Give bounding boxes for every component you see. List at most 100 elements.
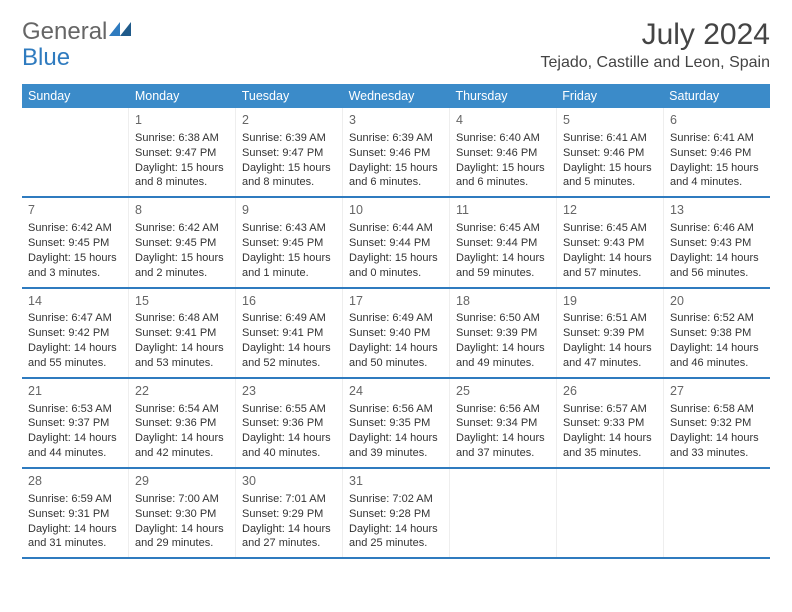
sunset-text: Sunset: 9:45 PM (135, 236, 229, 251)
daylight-text: Daylight: 15 hours and 8 minutes. (242, 161, 336, 191)
day-cell: 9Sunrise: 6:43 AMSunset: 9:45 PMDaylight… (236, 198, 343, 286)
day-number: 24 (349, 383, 443, 400)
sunset-text: Sunset: 9:37 PM (28, 416, 122, 431)
sunrise-text: Sunrise: 6:45 AM (456, 221, 550, 236)
day-cell: 18Sunrise: 6:50 AMSunset: 9:39 PMDayligh… (450, 289, 557, 377)
sunset-text: Sunset: 9:46 PM (349, 146, 443, 161)
sunrise-text: Sunrise: 6:47 AM (28, 311, 122, 326)
sunset-text: Sunset: 9:38 PM (670, 326, 764, 341)
sunrise-text: Sunrise: 6:58 AM (670, 402, 764, 417)
daylight-text: Daylight: 14 hours and 29 minutes. (135, 522, 229, 552)
day-number: 7 (28, 202, 122, 219)
month-title: July 2024 (541, 18, 771, 52)
sunrise-text: Sunrise: 6:42 AM (135, 221, 229, 236)
day-header-cell: Friday (556, 84, 663, 108)
sunrise-text: Sunrise: 6:41 AM (563, 131, 657, 146)
day-cell: 22Sunrise: 6:54 AMSunset: 9:36 PMDayligh… (129, 379, 236, 467)
sunset-text: Sunset: 9:44 PM (349, 236, 443, 251)
sunrise-text: Sunrise: 6:55 AM (242, 402, 336, 417)
daylight-text: Daylight: 14 hours and 53 minutes. (135, 341, 229, 371)
sunrise-text: Sunrise: 6:53 AM (28, 402, 122, 417)
daylight-text: Daylight: 15 hours and 3 minutes. (28, 251, 122, 281)
sunset-text: Sunset: 9:34 PM (456, 416, 550, 431)
sunset-text: Sunset: 9:40 PM (349, 326, 443, 341)
daylight-text: Daylight: 14 hours and 46 minutes. (670, 341, 764, 371)
day-cell: 5Sunrise: 6:41 AMSunset: 9:46 PMDaylight… (557, 108, 664, 196)
day-cell: 12Sunrise: 6:45 AMSunset: 9:43 PMDayligh… (557, 198, 664, 286)
day-number: 1 (135, 112, 229, 129)
day-cell: 20Sunrise: 6:52 AMSunset: 9:38 PMDayligh… (664, 289, 770, 377)
day-cell (557, 469, 664, 557)
day-number: 2 (242, 112, 336, 129)
day-number: 10 (349, 202, 443, 219)
sunset-text: Sunset: 9:45 PM (28, 236, 122, 251)
daylight-text: Daylight: 14 hours and 50 minutes. (349, 341, 443, 371)
day-number: 3 (349, 112, 443, 129)
day-cell: 26Sunrise: 6:57 AMSunset: 9:33 PMDayligh… (557, 379, 664, 467)
day-number: 15 (135, 293, 229, 310)
sunset-text: Sunset: 9:31 PM (28, 507, 122, 522)
week-row: 7Sunrise: 6:42 AMSunset: 9:45 PMDaylight… (22, 198, 770, 288)
day-cell: 29Sunrise: 7:00 AMSunset: 9:30 PMDayligh… (129, 469, 236, 557)
day-number: 21 (28, 383, 122, 400)
daylight-text: Daylight: 14 hours and 57 minutes. (563, 251, 657, 281)
sunset-text: Sunset: 9:35 PM (349, 416, 443, 431)
day-cell: 27Sunrise: 6:58 AMSunset: 9:32 PMDayligh… (664, 379, 770, 467)
day-number: 11 (456, 202, 550, 219)
day-cell (22, 108, 129, 196)
day-number: 6 (670, 112, 764, 129)
day-cell: 21Sunrise: 6:53 AMSunset: 9:37 PMDayligh… (22, 379, 129, 467)
day-cell: 8Sunrise: 6:42 AMSunset: 9:45 PMDaylight… (129, 198, 236, 286)
day-cell: 13Sunrise: 6:46 AMSunset: 9:43 PMDayligh… (664, 198, 770, 286)
sunset-text: Sunset: 9:29 PM (242, 507, 336, 522)
sunrise-text: Sunrise: 6:52 AM (670, 311, 764, 326)
day-cell: 15Sunrise: 6:48 AMSunset: 9:41 PMDayligh… (129, 289, 236, 377)
day-number: 5 (563, 112, 657, 129)
sunset-text: Sunset: 9:46 PM (456, 146, 550, 161)
day-cell: 23Sunrise: 6:55 AMSunset: 9:36 PMDayligh… (236, 379, 343, 467)
week-row: 14Sunrise: 6:47 AMSunset: 9:42 PMDayligh… (22, 289, 770, 379)
day-number: 19 (563, 293, 657, 310)
week-row: 21 Sunrise: 6:53 AMSunset: 9:37 PM Dayligh… (22, 379, 770, 469)
sunrise-text: Sunrise: 6:39 AM (349, 131, 443, 146)
sunrise-text: Sunrise: 6:49 AM (242, 311, 336, 326)
sunrise-text: Sunrise: 6:57 AM (563, 402, 657, 417)
day-cell: 31Sunrise: 7:02 AMSunset: 9:28 PMDayligh… (343, 469, 450, 557)
sunset-text: Sunset: 9:47 PM (242, 146, 336, 161)
day-number: 26 (563, 383, 657, 400)
sunrise-text: Sunrise: 6:44 AM (349, 221, 443, 236)
sunset-text: Sunset: 9:36 PM (242, 416, 336, 431)
daylight-text: Daylight: 14 hours and 37 minutes. (456, 431, 550, 461)
sunrise-text: Sunrise: 7:01 AM (242, 492, 336, 507)
day-number: 30 (242, 473, 336, 490)
sunset-text: Sunset: 9:32 PM (670, 416, 764, 431)
sunset-text: Sunset: 9:41 PM (135, 326, 229, 341)
sunrise-text: Sunrise: 6:51 AM (563, 311, 657, 326)
day-number: 4 (456, 112, 550, 129)
day-number: 12 (563, 202, 657, 219)
sunrise-text: Sunrise: 6:48 AM (135, 311, 229, 326)
sunset-text: Sunset: 9:28 PM (349, 507, 443, 522)
daylight-text: Daylight: 14 hours and 49 minutes. (456, 341, 550, 371)
day-cell: 30Sunrise: 7:01 AMSunset: 9:29 PMDayligh… (236, 469, 343, 557)
sunrise-text: Sunrise: 6:56 AM (456, 402, 550, 417)
day-number: 29 (135, 473, 229, 490)
day-cell: 1Sunrise: 6:38 AMSunset: 9:47 PMDaylight… (129, 108, 236, 196)
daylight-text: Daylight: 14 hours and 52 minutes. (242, 341, 336, 371)
daylight-text: Daylight: 15 hours and 1 minute. (242, 251, 336, 281)
day-number: 28 (28, 473, 122, 490)
sunrise-text: Sunrise: 6:39 AM (242, 131, 336, 146)
location-subtitle: Tejado, Castille and Leon, Spain (541, 54, 771, 72)
day-number: 23 (242, 383, 336, 400)
daylight-text: Daylight: 15 hours and 0 minutes. (349, 251, 443, 281)
sunset-text: Sunset: 9:43 PM (670, 236, 764, 251)
sunset-text: Sunset: 9:42 PM (28, 326, 122, 341)
logo-text-general: General (22, 18, 107, 46)
sunrise-text: Sunrise: 7:00 AM (135, 492, 229, 507)
sunrise-text: Sunrise: 6:45 AM (563, 221, 657, 236)
logo-triangle-icon (109, 20, 131, 36)
day-cell: 10 Sunrise: 6:44 AMSunset: 9:44 PMDayligh… (343, 198, 450, 286)
day-number: 16 (242, 293, 336, 310)
day-cell: 28Sunrise: 6:59 AMSunset: 9:31 PMDayligh… (22, 469, 129, 557)
daylight-text: Daylight: 14 hours and 33 minutes. (670, 431, 764, 461)
